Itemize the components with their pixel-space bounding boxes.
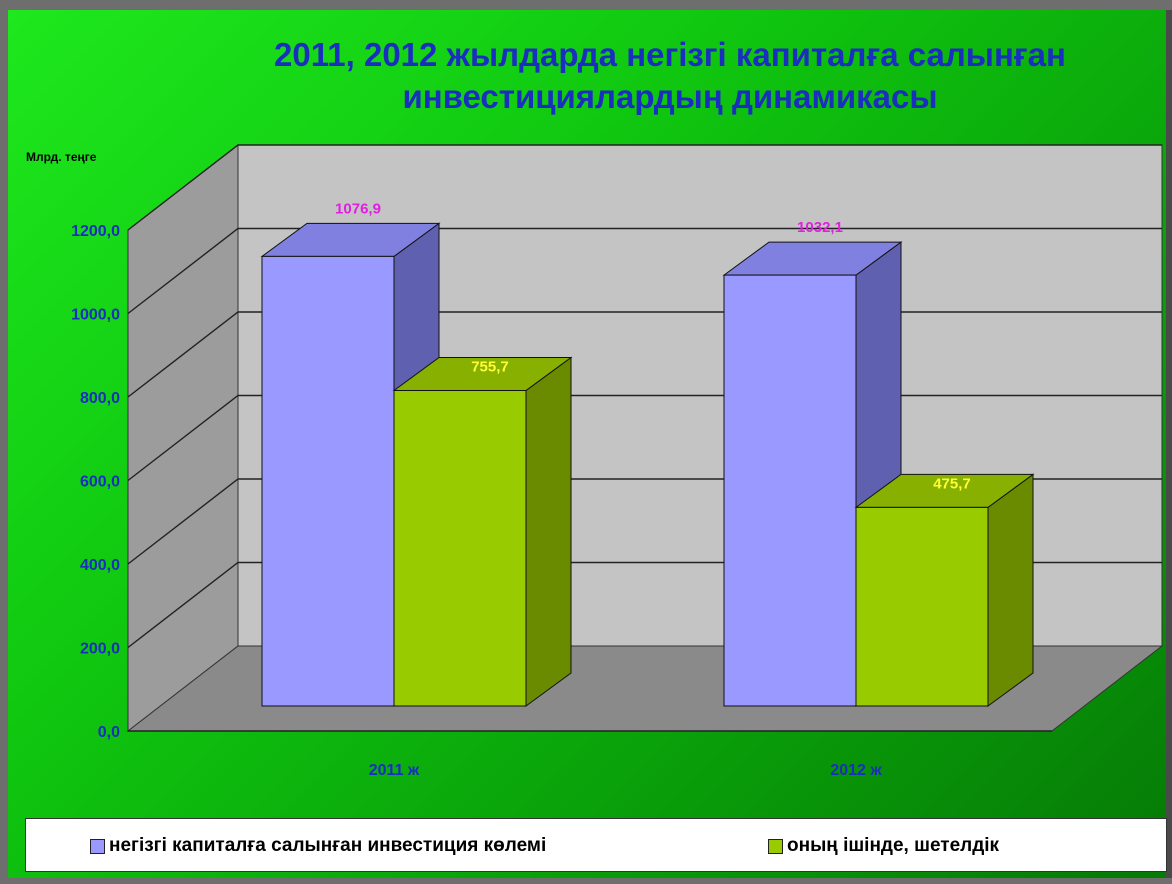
chart-legend: негізгі капиталға салынған инвестиция кө… (25, 818, 1167, 872)
data-label-1-1: 1076,9 (335, 200, 381, 217)
data-label-1-2: 1032,1 (797, 219, 843, 236)
y-tick-label: 400,0 (80, 557, 120, 574)
legend-item-series-2: оның ішінде, шетелдік (768, 835, 999, 857)
legend-item-series-1: негізгі капиталға салынған инвестиция кө… (90, 835, 546, 857)
bar-1-2 (723, 274, 857, 707)
y-axis-unit-label: Млрд. теңге (26, 150, 97, 164)
y-tick-label: 1000,0 (71, 307, 120, 324)
chart-title: 2011, 2012 жылдарда негізгі капиталға са… (274, 36, 1066, 115)
legend-label-series-1: негізгі капиталға салынған инвестиция кө… (109, 835, 547, 856)
x-tick-label: 2012 ж (830, 762, 882, 779)
bar-side-2-1 (525, 356, 572, 707)
legend-swatch-series-1 (90, 838, 105, 854)
legend-swatch-series-2 (768, 838, 783, 854)
data-label-2-1: 755,7 (471, 358, 509, 375)
legend-label-series-2: оның ішінде, шетелдік (787, 835, 1000, 856)
y-tick-label: 0,0 (98, 724, 120, 741)
y-tick-label: 200,0 (80, 641, 120, 658)
y-tick-label: 1200,0 (71, 223, 120, 240)
bar-side-2-2 (987, 473, 1034, 707)
y-gridline (127, 227, 1162, 315)
x-tick-label: 2011 ж (369, 762, 420, 779)
data-label-2-2: 475,7 (933, 475, 971, 492)
y-tick-label: 600,0 (80, 474, 120, 491)
y-gridline (127, 144, 1162, 231)
bar-1-1 (261, 255, 395, 707)
bar-2-2 (855, 506, 989, 707)
y-tick-label: 800,0 (80, 390, 120, 407)
bar-2-1 (393, 389, 527, 707)
